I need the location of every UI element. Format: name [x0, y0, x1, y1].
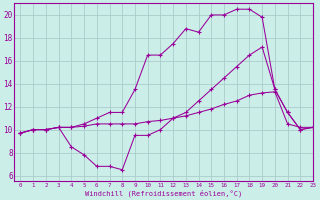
X-axis label: Windchill (Refroidissement éolien,°C): Windchill (Refroidissement éolien,°C) [85, 189, 242, 197]
